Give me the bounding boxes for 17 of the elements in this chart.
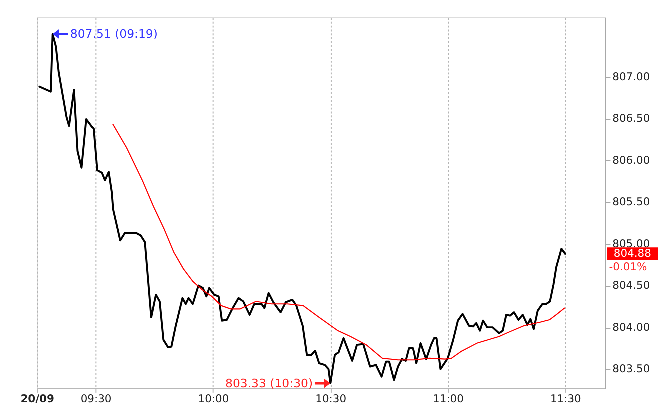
x-tick-label: 11:30 (550, 392, 582, 406)
x-tick-label: 10:30 (316, 392, 347, 406)
x-tick-label: 10:00 (198, 392, 230, 406)
x-tick-label: 11:00 (433, 392, 464, 406)
y-tick-label: 803.50 (612, 362, 650, 376)
y-tick-label: 806.50 (612, 112, 650, 126)
y-tick-label: 806.00 (612, 154, 650, 167)
y-tick-label: 807.00 (612, 70, 650, 84)
line-series (112, 124, 566, 361)
y-tick-label: 805.50 (612, 196, 650, 209)
text: -0.01% (609, 260, 648, 274)
annotation: 803.33 (10:30) (226, 376, 314, 390)
y-tick-label: 804.50 (612, 279, 650, 292)
x-tick-label: 20/09 (20, 392, 54, 406)
annotation: 807.51 (09:19) (70, 27, 158, 42)
x-tick-label: 09:30 (80, 392, 112, 406)
y-tick-label: 804.00 (612, 320, 650, 334)
